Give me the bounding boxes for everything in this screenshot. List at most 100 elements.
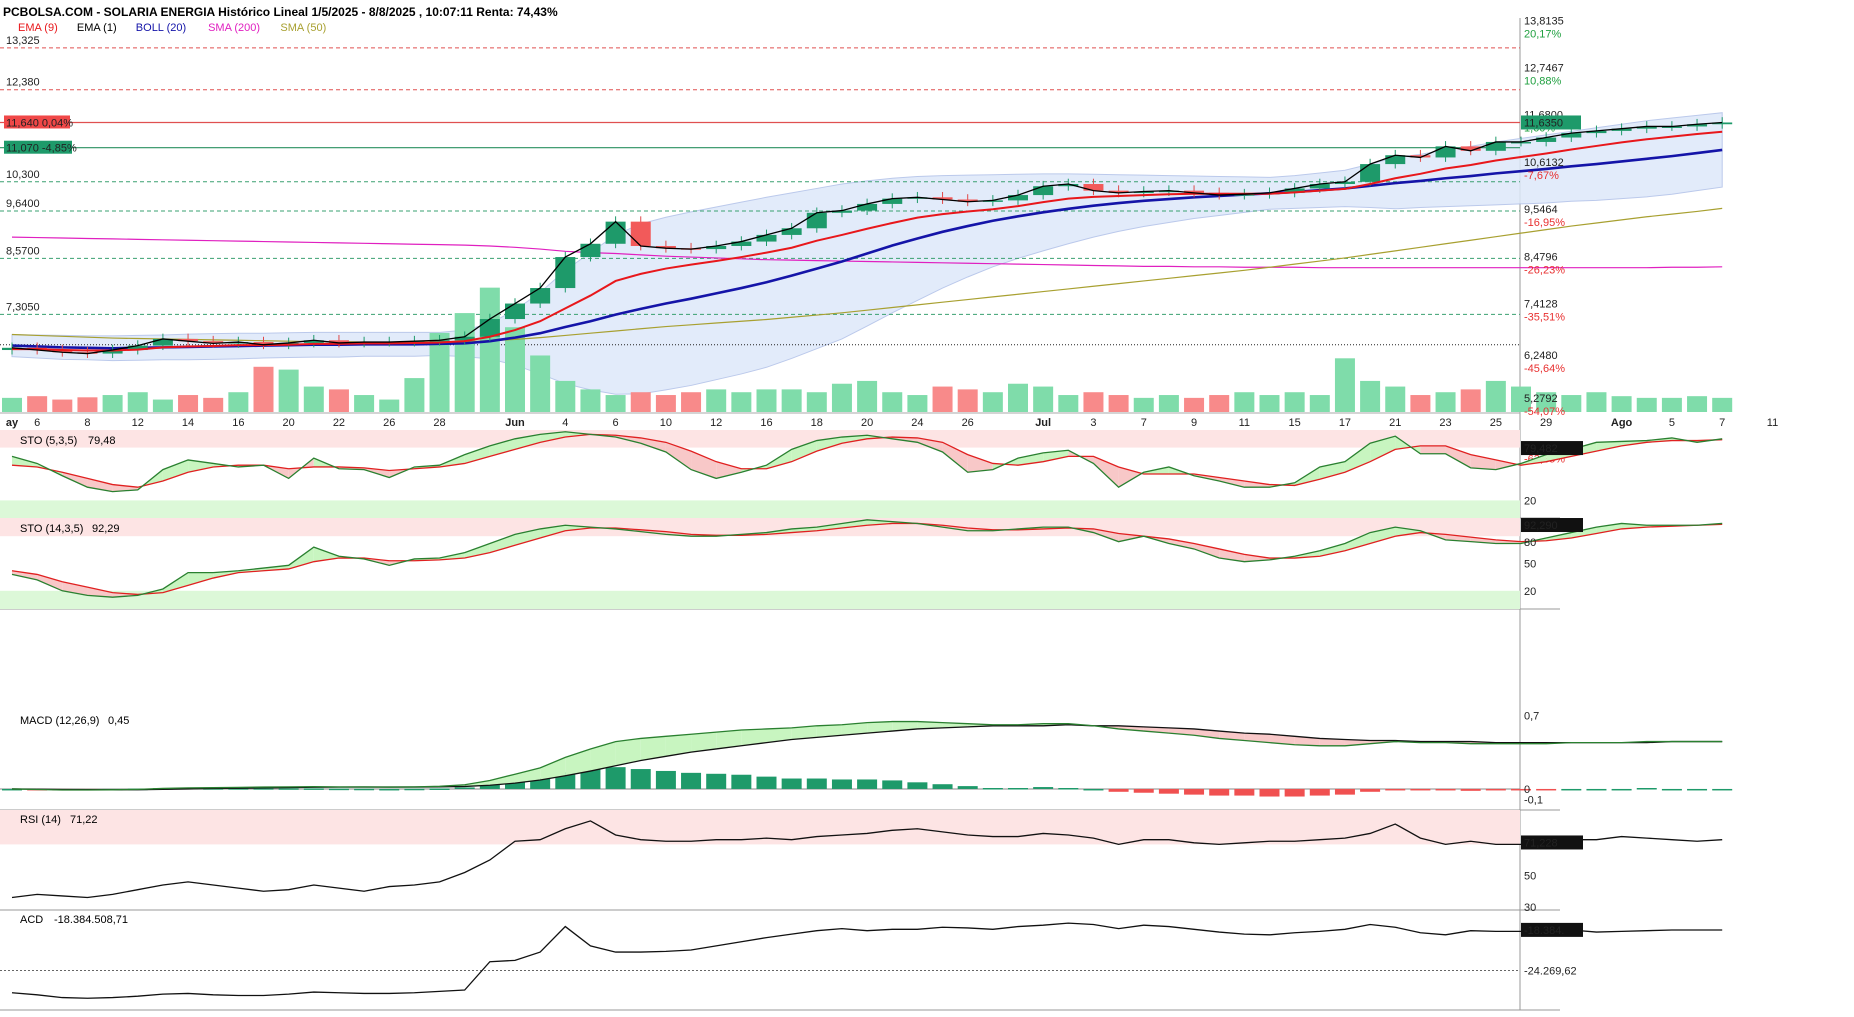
macd-histogram-bar	[606, 767, 626, 789]
legend-3: SMA (200)	[208, 22, 260, 34]
price-tick-0: 13,8135	[1524, 15, 1564, 27]
price-tick-5: 8,4796	[1524, 251, 1558, 263]
candle-body	[857, 204, 877, 211]
candle-body	[505, 304, 525, 319]
sto1-title: STO (5,3,5)	[20, 435, 77, 447]
macd-histogram-bar	[681, 773, 701, 789]
volume-bar	[706, 389, 726, 412]
macd-histogram-bar	[1360, 789, 1380, 792]
macd-histogram-bar	[882, 780, 902, 789]
volume-bar	[1410, 395, 1430, 412]
volume-bar	[404, 378, 424, 412]
price-pct-5: -26,23%	[1524, 264, 1565, 276]
date-label-6: 20	[283, 417, 295, 429]
macd-title: MACD (12,26,9)	[20, 715, 99, 727]
macd-histogram-bar	[706, 774, 726, 789]
date-label-25: 15	[1289, 417, 1301, 429]
rsi-level-30: 30	[1524, 902, 1536, 914]
volume-bar	[1612, 396, 1632, 412]
macd-histogram-bar	[1662, 789, 1682, 791]
macd-histogram-bar	[1209, 789, 1229, 796]
macd-histogram-bar	[1436, 789, 1456, 791]
macd-histogram-bar	[857, 779, 877, 788]
date-label-9: 28	[433, 417, 445, 429]
macd-histogram-bar	[1586, 789, 1606, 791]
oversold-zone	[0, 500, 1520, 518]
date-label-21: 3	[1090, 417, 1096, 429]
date-label-33: 7	[1719, 417, 1725, 429]
volume-bar	[907, 395, 927, 412]
level-label-1: 12,380	[6, 77, 40, 89]
macd-histogram-bar	[656, 771, 676, 789]
volume-bar	[1586, 392, 1606, 412]
macd-axis-bottom: -0,1	[1524, 794, 1543, 806]
rsi-overbought-zone	[0, 810, 1520, 844]
sto1-value: 79,48	[88, 435, 116, 447]
macd-histogram-bar	[958, 786, 978, 789]
sto-fill	[490, 534, 515, 552]
acd-axis-label: -24.269,62	[1524, 965, 1577, 977]
macd-histogram-bar	[1687, 789, 1707, 791]
volume-bar	[1461, 389, 1481, 412]
sto-fill	[1420, 446, 1445, 454]
macd-histogram-bar	[1134, 789, 1154, 793]
macd-histogram-bar	[757, 777, 777, 789]
level-label-0: 13,325	[6, 35, 40, 47]
sto-fill	[163, 460, 188, 481]
volume-bar	[455, 313, 475, 412]
rsi-axis-value: 71,228	[1524, 837, 1558, 849]
date-label-20: Jul	[1035, 417, 1051, 429]
price-tick-7: 6,2480	[1524, 350, 1558, 362]
volume-bar	[983, 392, 1003, 412]
volume-bar	[354, 395, 374, 412]
volume-bar	[1335, 358, 1355, 412]
volume-bar	[1285, 392, 1305, 412]
candle-body	[807, 213, 827, 228]
candle-body	[606, 222, 626, 244]
volume-bar	[203, 398, 223, 412]
macd-histogram-bar	[1561, 789, 1581, 791]
sto2-value: 92,29	[92, 523, 120, 535]
volume-bar	[857, 381, 877, 412]
volume-bar	[631, 392, 651, 412]
price-tick-3: 10,6132	[1524, 157, 1564, 169]
volume-bar	[681, 392, 701, 412]
acd-title: ACD	[20, 914, 43, 926]
volume-bar	[27, 396, 47, 412]
macd-histogram-bar	[1058, 788, 1078, 790]
level-label-4: 10,300	[6, 169, 40, 181]
volume-bar	[757, 389, 777, 412]
volume-bar	[606, 395, 626, 412]
macd-histogram-bar	[455, 787, 475, 789]
macd-histogram-bar	[1486, 789, 1506, 791]
macd-histogram-bar	[404, 789, 424, 791]
volume-bar	[782, 389, 802, 412]
price-tick-6: 7,4128	[1524, 299, 1558, 311]
candle-body	[1008, 195, 1028, 200]
oversold-zone	[0, 591, 1520, 609]
macd-histogram-bar	[1712, 789, 1732, 791]
rsi-value: 71,22	[70, 814, 98, 826]
sto1-level-20: 20	[1524, 495, 1536, 507]
date-label-14: 12	[710, 417, 722, 429]
date-label-27: 21	[1389, 417, 1401, 429]
macd-histogram-bar	[731, 775, 751, 789]
date-label-0: ay	[6, 417, 19, 429]
candle-body	[782, 228, 802, 235]
overbought-zone	[0, 430, 1520, 448]
volume-bar	[1209, 395, 1229, 412]
price-tick-1: 12,7467	[1524, 62, 1564, 74]
volume-bar	[480, 288, 500, 412]
volume-bar	[1360, 381, 1380, 412]
date-label-3: 12	[132, 417, 144, 429]
candle-body	[757, 235, 777, 242]
indicator-legend: EMA (9)EMA (1)BOLL (20)SMA (200)SMA (50)	[18, 22, 326, 34]
macd-histogram-bar	[1310, 789, 1330, 796]
volume-bar	[1083, 392, 1103, 412]
volume-bar	[1159, 395, 1179, 412]
